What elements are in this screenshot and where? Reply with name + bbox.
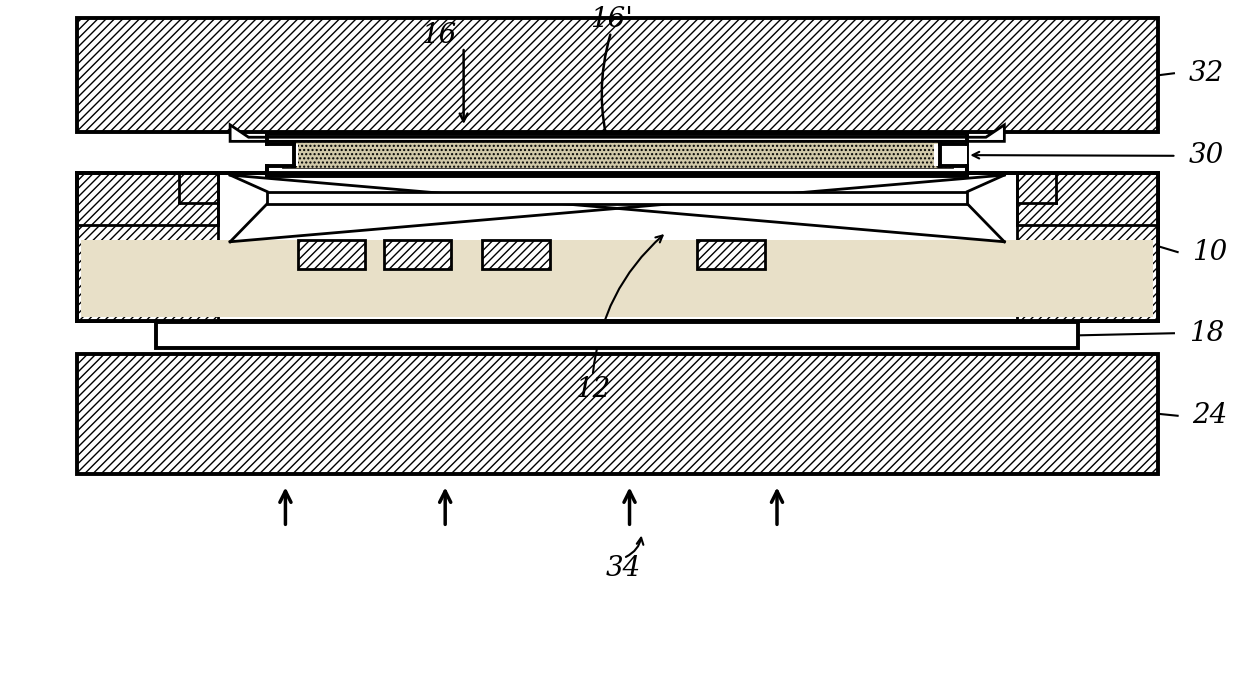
Text: 34: 34 (606, 555, 641, 582)
Bar (1017, 173, 1158, 321)
Polygon shape (230, 125, 1005, 141)
Bar (297, 240, 366, 268)
Text: 10: 10 (1192, 238, 1228, 265)
Bar (281, 142, 953, 168)
Bar (934, 145, 968, 166)
Bar (82, 240, 1154, 318)
Bar (384, 240, 451, 268)
Text: 16: 16 (421, 22, 457, 49)
Bar (266, 134, 968, 177)
Text: 16': 16' (590, 6, 633, 33)
Bar (77, 173, 1158, 321)
Bar (77, 173, 1158, 321)
Text: 30: 30 (1188, 142, 1224, 170)
Text: 12: 12 (575, 376, 611, 403)
Bar (77, 18, 1158, 132)
Bar (266, 192, 968, 204)
Bar (77, 354, 1158, 474)
Bar (77, 173, 218, 321)
Text: 18: 18 (1188, 320, 1224, 347)
Bar (482, 240, 550, 268)
Bar (156, 322, 1078, 348)
Bar (698, 240, 764, 268)
Text: 32: 32 (1188, 60, 1224, 87)
Text: 24: 24 (1192, 402, 1228, 430)
Bar (265, 145, 297, 166)
